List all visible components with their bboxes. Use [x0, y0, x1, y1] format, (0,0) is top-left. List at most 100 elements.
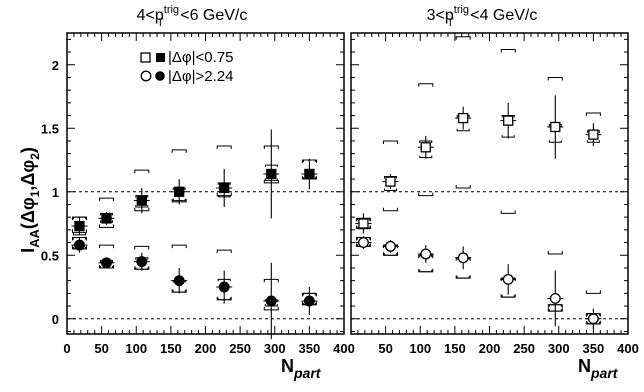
square-marker — [458, 112, 469, 124]
x-axis-label-right: Npart — [578, 356, 619, 381]
sys-bracket-lower — [72, 232, 86, 236]
norm-bracket-upper — [98, 197, 114, 202]
circle-marker — [587, 313, 599, 325]
x-tick-label: 350 — [583, 341, 605, 356]
circle-marker — [549, 292, 561, 304]
x-tick-label: 400 — [333, 341, 355, 356]
x-tick-label: 200 — [479, 341, 501, 356]
reference-lines-right — [351, 191, 628, 320]
data-marks-left — [71, 129, 318, 340]
legend-label-square: |Δφ|<0.75 — [168, 49, 234, 66]
square-marker — [136, 195, 147, 206]
norm-bracket-upper — [134, 169, 150, 174]
square-marker — [503, 115, 514, 126]
circle-marker — [218, 281, 230, 293]
y-tick-label: 0.5 — [41, 248, 59, 263]
legend-filled-square-marker — [156, 53, 165, 62]
norm-bracket-upper — [216, 249, 232, 254]
legend-open-circle-marker — [140, 70, 152, 82]
legend: |Δφ|<0.75 |Δφ|>2.24 — [140, 49, 234, 85]
x-tick-label: 300 — [548, 341, 570, 356]
y-tick-label: 0 — [52, 312, 59, 327]
circle-marker — [502, 273, 514, 285]
x-tick-label: 150 — [160, 341, 182, 356]
x-tick-label: 50 — [94, 341, 108, 356]
data-marks-right — [355, 36, 602, 329]
circle-marker — [173, 275, 185, 287]
circle-marker — [74, 239, 85, 251]
legend-entry-circle: |Δφ|>2.24 — [140, 68, 234, 85]
x-tick-label: 100 — [409, 341, 431, 356]
square-marker — [358, 218, 369, 229]
sys-bracket-lower — [456, 276, 470, 279]
x-axis-ticks-right: 50 100 150 200 250 300 350 400 — [350, 33, 639, 356]
sys-bracket-lower — [383, 253, 397, 256]
legend-filled-circle-marker — [155, 71, 165, 81]
y-tick-label: 2 — [52, 58, 59, 73]
norm-bracket-lower — [547, 250, 563, 255]
legend-open-square-marker — [140, 52, 151, 63]
circle-marker — [385, 240, 396, 252]
square-marker — [550, 121, 561, 133]
circle-marker — [358, 237, 369, 249]
panel-right: 3<ptrig T <4 GeV/c 50 100 150 200 250 300 350 40… — [350, 4, 639, 381]
square-marker — [174, 186, 185, 197]
square-marker — [266, 168, 277, 180]
norm-bracket-lower — [418, 192, 434, 197]
y-tick-label: 1 — [52, 185, 59, 200]
sys-bracket-lower — [456, 128, 470, 132]
circle-marker — [136, 256, 148, 268]
y-tick-label: 1.5 — [41, 121, 59, 136]
x-tick-label: 150 — [444, 341, 466, 356]
norm-bracket-lower — [585, 290, 601, 294]
panel-left: 4<ptrig T <6 GeV/c 0 0.5 1 1.5 2 0 50 100 150 200… — [41, 4, 355, 381]
norm-bracket-lower — [455, 184, 471, 189]
reference-lines-left — [67, 191, 344, 320]
norm-bracket-lower — [500, 210, 516, 214]
norm-bracket-upper — [134, 245, 150, 250]
panel-title-left: 4<ptrig T <6 GeV/c — [137, 4, 248, 29]
square-marker — [420, 142, 431, 153]
panel-title-right: 3<ptrig T <4 GeV/c — [427, 4, 538, 29]
legend-label-circle: |Δφ|>2.24 — [168, 68, 234, 85]
x-tick-label: 100 — [125, 341, 147, 356]
x-tick-label: 50 — [378, 341, 392, 356]
circle-marker — [101, 257, 112, 269]
x-tick-label: 300 — [264, 341, 286, 356]
circle-marker — [457, 252, 469, 264]
norm-bracket-upper — [171, 149, 187, 153]
x-tick-label: 250 — [513, 341, 535, 356]
norm-bracket-upper — [382, 140, 398, 144]
norm-bracket-upper — [500, 49, 516, 53]
circle-marker — [265, 295, 277, 307]
x-tick-label: 250 — [229, 341, 251, 356]
norm-bracket-upper — [98, 244, 114, 249]
square-marker — [385, 176, 396, 187]
norm-bracket-upper — [418, 83, 434, 87]
circle-marker — [303, 295, 315, 307]
sys-bracket-lower — [383, 188, 397, 191]
x-tick-label: 400 — [617, 341, 639, 356]
norm-bracket-lower — [98, 224, 114, 228]
legend-entry-square: |Δφ|<0.75 — [140, 49, 234, 66]
norm-bracket-upper — [216, 145, 232, 150]
square-marker — [101, 213, 112, 224]
sys-bracket-lower — [501, 295, 515, 298]
square-marker — [304, 168, 315, 180]
y-axis-ticks-left: 0 0.5 1 1.5 2 — [41, 38, 344, 332]
x-tick-label: 200 — [195, 341, 217, 356]
x-tick-label: 0 — [63, 341, 70, 356]
circle-marker — [420, 248, 432, 260]
x-axis-ticks-left: 0 50 100 150 200 250 300 350 400 — [63, 33, 355, 356]
x-tick-label: 350 — [299, 341, 321, 356]
norm-bracket-upper — [455, 36, 471, 40]
square-marker — [588, 129, 599, 140]
square-marker — [74, 220, 85, 232]
sys-bracket-lower — [419, 269, 433, 273]
square-marker — [219, 182, 230, 194]
x-axis-label-left: Npart — [281, 356, 322, 381]
sys-bracket-upper — [72, 216, 86, 220]
norm-bracket-upper — [585, 112, 601, 117]
norm-bracket-upper — [171, 244, 187, 249]
